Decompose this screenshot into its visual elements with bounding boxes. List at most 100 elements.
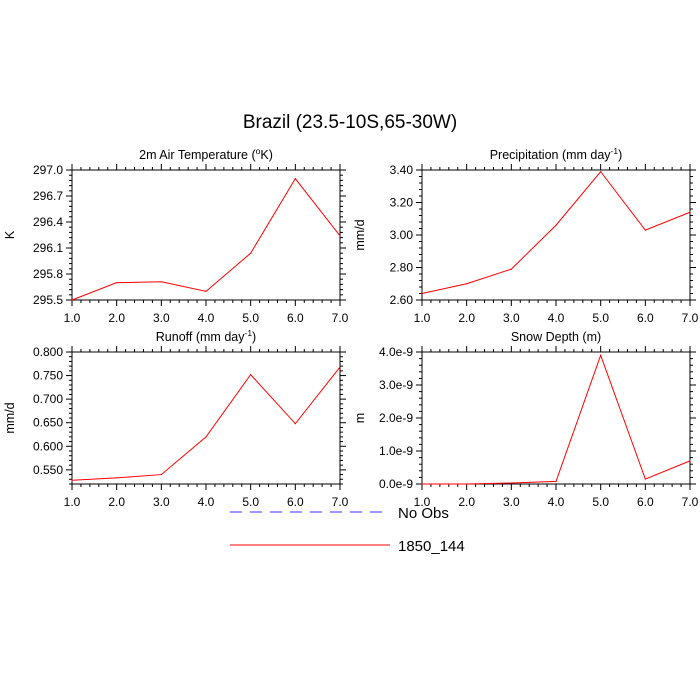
x-tick-label: 6.0 [287,495,304,509]
y-tick-label: 3.00 [390,228,414,242]
series-line-1850-144 [422,353,691,485]
panel-1: Precipitation (mm day-1) mm/d 1.0 2.0 3.0 4.0… [353,146,699,325]
y-axis-label: mm/d [3,402,17,433]
panel-title-tail: ) [618,148,622,162]
y-tick-label: 296.4 [33,215,63,229]
y-tick-label: 0.550 [33,463,63,477]
data-point [421,483,423,485]
data-point [510,268,512,270]
y-tick-label: 3.40 [390,163,414,177]
x-tick-label: 5.0 [242,311,259,325]
plot-frame [421,351,691,485]
data-point [205,436,207,438]
panel-title-main: Snow Depth (m) [511,330,601,344]
data-point [555,480,557,482]
y-axis-label: K [3,230,17,239]
panel-title: 2m Air Temperature (oK) [139,146,273,162]
data-point [205,290,207,292]
data-point [466,483,468,485]
y-tick-label: 295.5 [33,293,63,307]
panel-title-superscript: -1 [244,328,252,338]
x-tick-label: 4.0 [548,311,565,325]
y-tick-label: 3.20 [390,196,414,210]
data-point [160,473,162,476]
legend-label-1850-144: 1850_144 [398,538,465,555]
y-tick-label: 0.600 [33,439,63,453]
x-tick-label: 2.0 [108,495,125,509]
data-point [689,460,691,462]
panel-title-main: Runoff (mm day [156,330,245,344]
data-point [421,292,423,295]
series-line-1850-144 [421,170,691,294]
data-point [689,211,691,213]
data-point [250,374,252,376]
x-tick-label: 4.0 [198,495,215,509]
data-point [510,482,512,484]
data-point [600,171,602,173]
y-tick-label: 0.700 [33,392,63,406]
panel-title: Precipitation (mm day-1) [490,146,623,162]
x-tick-label: 3.0 [153,311,170,325]
x-tick-label: 3.0 [503,311,520,325]
x-tick-label: 5.0 [242,495,259,509]
panel-title: Snow Depth (m) [511,330,601,344]
panel-title-tail: ) [252,330,256,344]
data-point [116,477,118,479]
x-tick-label: 3.0 [153,495,170,509]
x-tick-label: 6.0 [637,495,654,509]
x-tick-label: 4.0 [548,495,565,509]
data-point [250,252,252,254]
x-tick-label: 7.0 [682,311,699,325]
y-tick-label: 295.8 [33,267,63,281]
x-tick-label: 6.0 [637,311,654,325]
data-point [71,299,73,301]
series-line-1850-144 [71,366,341,481]
y-tick-label: 296.7 [33,189,63,203]
data-point [339,366,341,368]
data-point [71,479,73,481]
x-tick-label: 2.0 [458,311,475,325]
legend: No Obs 1850_144 [230,505,465,555]
plot-frame [71,169,341,301]
x-tick-label: 5.0 [592,311,609,325]
data-point [600,354,602,356]
panel-title-main: 2m Air Temperature ( [139,148,256,162]
x-tick-label: 3.0 [503,495,520,509]
panel-title-superscript: -1 [611,146,619,156]
y-axis-label: m [353,413,367,423]
y-axis-label: mm/d [353,219,367,250]
x-tick-label: 2.0 [108,311,125,325]
x-tick-label: 7.0 [332,495,349,509]
y-tick-label: 0.750 [33,369,63,383]
panel-title: Runoff (mm day-1) [156,328,256,344]
x-tick-label: 1.0 [64,495,81,509]
data-point [466,283,468,285]
x-tick-label: 6.0 [287,311,304,325]
y-tick-label: 4.0e-9 [379,345,413,359]
x-tick-label: 1.0 [414,311,431,325]
panel-0: 2m Air Temperature (oK) K 1.0 2.0 3.0 4.0 5.0 6… [3,146,349,325]
data-point [555,224,557,226]
panel-title-superscript: o [256,146,261,156]
y-tick-label: 2.0e-9 [379,411,413,425]
y-tick-label: 1.0e-9 [379,444,413,458]
panel-2: Runoff (mm day-1) mm/d 1.0 2.0 3.0 4.0 5.0 6.0 7… [3,328,349,509]
x-tick-label: 1.0 [414,495,431,509]
y-tick-label: 2.80 [390,261,414,275]
figure-title: Brazil (23.5-10S,65-30W) [242,112,458,133]
panel-title-tail: K) [260,148,273,162]
data-point [294,423,296,425]
data-point [644,229,646,231]
x-tick-label: 7.0 [682,495,699,509]
panel-title-main: Precipitation (mm day [490,148,612,162]
x-tick-label: 7.0 [332,311,349,325]
data-point [294,178,296,180]
y-tick-label: 297.0 [33,163,63,177]
data-point [160,281,162,283]
x-tick-label: 4.0 [198,311,215,325]
x-tick-label: 1.0 [64,311,81,325]
x-tick-label: 5.0 [592,495,609,509]
plot-frame [421,169,691,301]
panel-3: Snow Depth (m) m 1.0 2.0 3.0 4.0 5.0 6.0 7.0 0.0e… [353,330,699,509]
